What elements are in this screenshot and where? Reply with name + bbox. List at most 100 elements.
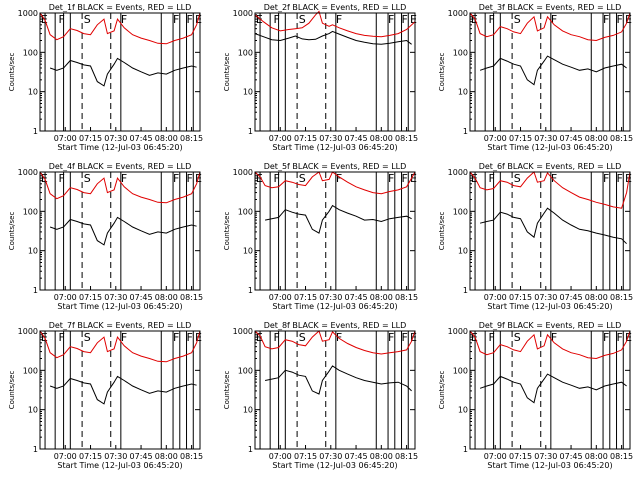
- y-tick-label: 1000: [233, 9, 253, 18]
- detector-panel-8: Det_8f BLACK = Events, RED = LLD 1 10 100 10…: [223, 321, 418, 470]
- y-tick-label: 1000: [18, 327, 38, 336]
- x-axis-label: Start Time (12-Jul-03 06:45:20): [487, 143, 612, 152]
- region-marker: F: [489, 172, 495, 185]
- y-axis-label: Counts/sec: [8, 371, 16, 410]
- region-marker: F: [336, 331, 342, 344]
- x-tick-label: 07:15: [294, 134, 317, 143]
- region-marker: F: [187, 13, 193, 26]
- y-tick-label: 1000: [233, 327, 253, 336]
- region-marker: F: [617, 172, 623, 185]
- x-axis-label: Start Time (12-Jul-03 06:45:20): [272, 302, 397, 311]
- x-tick-label: 07:15: [294, 293, 317, 302]
- y-tick-label: 1: [463, 286, 468, 295]
- region-marker: F: [489, 331, 495, 344]
- y-tick-label: 100: [238, 207, 253, 216]
- x-tick-label: 08:15: [180, 452, 203, 461]
- region-marker: F: [402, 331, 408, 344]
- region-marker: S: [299, 172, 306, 185]
- x-axis-label: Start Time (12-Jul-03 06:45:20): [487, 302, 612, 311]
- region-marker: S: [514, 13, 521, 26]
- panel-title: Det_3f BLACK = Events, RED = LLD: [479, 3, 622, 12]
- x-tick-label: 07:30: [104, 293, 127, 302]
- detector-panel-1: Det_1f BLACK = Events, RED = LLD 1 10 100 10…: [8, 3, 203, 152]
- panel-title: Det_4f BLACK = Events, RED = LLD: [49, 162, 192, 171]
- x-tick-label: 07:15: [79, 452, 102, 461]
- y-tick-label: 1: [33, 127, 38, 136]
- region-marker: F: [59, 172, 65, 185]
- y-axis-label: Counts/sec: [223, 371, 231, 410]
- x-tick-label: 07:45: [560, 134, 583, 143]
- region-marker: F: [603, 13, 609, 26]
- region-marker: F: [187, 331, 193, 344]
- region-marker: F: [336, 172, 342, 185]
- x-tick-label: 07:45: [130, 134, 153, 143]
- region-marker: F: [173, 172, 179, 185]
- x-axis-label: Start Time (12-Jul-03 06:45:20): [272, 461, 397, 470]
- y-axis-label: Counts/sec: [438, 212, 446, 251]
- x-tick-label: 07:30: [319, 293, 342, 302]
- x-tick-label: 07:45: [345, 452, 368, 461]
- y-tick-label: 100: [23, 366, 38, 375]
- plot-frame: [39, 330, 201, 450]
- plot-frame: [39, 12, 201, 132]
- y-tick-label: 10: [243, 247, 253, 256]
- x-tick-label: 07:00: [484, 293, 507, 302]
- x-tick-label: 07:45: [560, 452, 583, 461]
- x-tick-label: 08:15: [610, 134, 633, 143]
- region-marker: E: [625, 13, 632, 26]
- events-series-line: [479, 373, 627, 404]
- region-marker: F: [121, 172, 127, 185]
- panel-title: Det_1f BLACK = Events, RED = LLD: [49, 3, 192, 12]
- region-marker: F: [388, 331, 394, 344]
- lld-series-line: [469, 12, 631, 42]
- region-marker: E: [471, 172, 478, 185]
- region-marker: F: [274, 172, 280, 185]
- x-tick-label: 08:15: [395, 293, 418, 302]
- region-marker: F: [388, 13, 394, 26]
- detector-panel-5: Det_5f BLACK = Events, RED = LLD 1 10 100 10…: [223, 162, 418, 311]
- y-tick-label: 10: [28, 406, 38, 415]
- x-tick-label: 08:15: [395, 134, 418, 143]
- y-tick-label: 1000: [18, 168, 38, 177]
- y-tick-label: 1000: [18, 9, 38, 18]
- y-tick-label: 100: [238, 48, 253, 57]
- x-axis-label: Start Time (12-Jul-03 06:45:20): [272, 143, 397, 152]
- region-marker: E: [256, 331, 263, 344]
- region-marker: F: [551, 331, 557, 344]
- x-tick-label: 08:00: [370, 452, 393, 461]
- plot-frame: [254, 171, 416, 291]
- events-series-line: [49, 216, 197, 246]
- events-series-line: [479, 207, 627, 245]
- x-tick-label: 07:30: [319, 134, 342, 143]
- region-marker: S: [84, 331, 91, 344]
- detector-panel-2: Det_2f BLACK = Events, RED = LLD 1 10 100 10…: [223, 3, 418, 152]
- region-marker: F: [551, 172, 557, 185]
- y-tick-label: 1: [463, 445, 468, 454]
- y-tick-label: 100: [453, 207, 468, 216]
- x-tick-label: 08:00: [370, 293, 393, 302]
- panel-title: Det_8f BLACK = Events, RED = LLD: [264, 321, 407, 330]
- events-series-line: [49, 57, 197, 87]
- y-axis-label: Counts/sec: [438, 371, 446, 410]
- y-tick-label: 1: [248, 286, 253, 295]
- y-tick-label: 10: [243, 406, 253, 415]
- x-axis-label: Start Time (12-Jul-03 06:45:20): [57, 143, 182, 152]
- lld-series-line: [469, 171, 631, 209]
- lld-series-line: [254, 171, 416, 195]
- panel-title: Det_7f BLACK = Events, RED = LLD: [49, 321, 192, 330]
- x-tick-label: 08:15: [610, 293, 633, 302]
- lld-series-line: [469, 330, 631, 360]
- region-marker: E: [410, 172, 417, 185]
- y-tick-label: 10: [28, 247, 38, 256]
- region-marker: S: [299, 331, 306, 344]
- x-tick-label: 08:00: [155, 293, 178, 302]
- x-tick-label: 07:15: [79, 293, 102, 302]
- x-tick-label: 08:15: [395, 452, 418, 461]
- panel-title: Det_9f BLACK = Events, RED = LLD: [479, 321, 622, 330]
- y-tick-label: 1000: [448, 168, 468, 177]
- panel-title: Det_6f BLACK = Events, RED = LLD: [479, 162, 622, 171]
- y-tick-label: 1: [33, 445, 38, 454]
- y-tick-label: 100: [453, 48, 468, 57]
- region-marker: F: [59, 13, 65, 26]
- y-tick-label: 100: [453, 366, 468, 375]
